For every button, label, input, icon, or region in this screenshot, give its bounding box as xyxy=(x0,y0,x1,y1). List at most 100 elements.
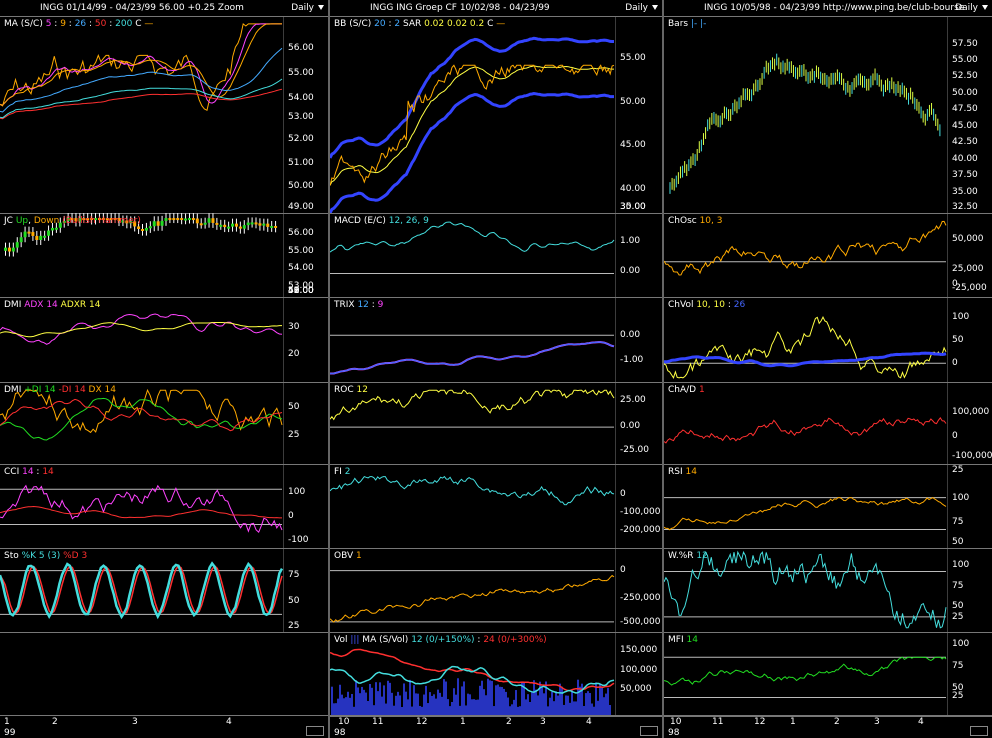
indicator-pane[interactable]: ChVol 10, 10 : 26 100 50 0 xyxy=(664,297,992,383)
indicator-line xyxy=(664,656,947,686)
candle-body xyxy=(223,224,227,228)
indicator-pane[interactable]: OBV 1 0 -250,000 -500,000 xyxy=(330,548,662,633)
indicator-pane[interactable]: BB (S/C) 20 : 2 SAR 0.02 0.02 0.2 C — 55.… xyxy=(330,16,662,214)
x-axis-tick: 1 xyxy=(460,717,466,727)
y-axis-tick: 0 xyxy=(952,358,958,368)
label-part: 0.2 xyxy=(469,19,485,29)
indicator-pane[interactable]: ChOsc 10, 3 50,000 25,000 0 -25,000 xyxy=(664,213,992,298)
indicator-pane[interactable]: MFI 14 100 75 50 25 xyxy=(664,632,992,717)
label-part: ||| xyxy=(350,635,360,645)
dropdown-arrow-icon[interactable] xyxy=(650,2,660,13)
indicator-pane[interactable]: RSI 14 100 75 50 25 xyxy=(664,464,992,549)
indicator-pane[interactable]: FI 2 0 -100,000 -200,000 xyxy=(330,464,662,549)
period-selector[interactable]: Daily xyxy=(291,3,314,13)
window-titlebar[interactable]: INGG ING Groep CF 10/02/98 - 04/23/99 Dai… xyxy=(330,0,662,17)
y-axis-tick: 100 xyxy=(952,639,970,649)
indicator-pane[interactable]: ChA/D 1 100,000 0 -100,000 xyxy=(664,382,992,465)
scroll-button[interactable] xyxy=(970,726,988,736)
indicator-line xyxy=(330,574,615,623)
candle-body xyxy=(215,222,219,225)
indicator-line xyxy=(664,417,947,444)
scroll-button[interactable] xyxy=(640,726,658,736)
label-part: FI xyxy=(334,467,345,477)
label-part: : xyxy=(33,467,43,477)
y-axis-tick: 48.00 xyxy=(288,286,314,296)
x-axis: 10 11 12 1 2 3 4 98 xyxy=(330,715,662,738)
x-axis-tick: 11 xyxy=(712,717,724,727)
y-axis-tick: 100 xyxy=(288,487,306,497)
indicator-pane[interactable]: DMI ADX 14 ADXR 14 30 20 xyxy=(0,297,328,383)
indicator-line xyxy=(664,497,947,531)
indicator-line xyxy=(330,341,615,375)
x-axis-year: 99 xyxy=(4,728,16,738)
dropdown-arrow-icon[interactable] xyxy=(316,2,326,13)
candle-body xyxy=(258,223,262,226)
indicator-pane[interactable]: Vol ||| MA (S/Vol) 12 (0/+150%) : 24 (0/… xyxy=(330,632,662,717)
window-divider xyxy=(328,0,330,738)
candle-body xyxy=(227,226,231,229)
indicator-label: RSI 14 xyxy=(668,467,697,477)
candle-body xyxy=(4,247,7,251)
indicator-plot xyxy=(0,16,284,213)
y-axis-tick: 52.00 xyxy=(288,134,314,144)
label-part: : xyxy=(474,635,484,645)
indicator-pane[interactable]: CCI 14 : 14 100 0 -100 xyxy=(0,464,328,549)
scroll-button[interactable] xyxy=(306,726,324,736)
indicator-pane[interactable]: MA (S/C) 5 : 9 : 26 : 50 : 200 C — 56.00 5… xyxy=(0,16,328,214)
candle-body xyxy=(50,227,54,231)
indicator-pane[interactable]: TRIX 12 : 9 0.00 -1.00 xyxy=(330,297,662,383)
period-selector[interactable]: Daily xyxy=(625,3,648,13)
dropdown-arrow-icon[interactable] xyxy=(980,2,990,13)
indicator-label: ChA/D 1 xyxy=(668,385,705,395)
x-axis-tick: 3 xyxy=(874,717,880,727)
x-axis-tick: 1 xyxy=(790,717,796,727)
indicator-label: ChVol 10, 10 : 26 xyxy=(668,300,745,310)
indicator-pane[interactable]: ROC 12 25.00 0.00 -25.00 xyxy=(330,382,662,465)
y-axis-tick: 50 xyxy=(952,683,964,693)
y-axis-tick: 55.00 xyxy=(952,55,978,65)
candle-body xyxy=(254,222,258,225)
indicator-label: MA (S/C) 5 : 9 : 26 : 50 : 200 C — xyxy=(4,19,153,29)
candle-body xyxy=(19,237,23,243)
indicator-pane[interactable]: MACD (E/C) 12, 26, 9 1.00 0.00 xyxy=(330,213,662,298)
y-axis-tick: 35.00 xyxy=(620,202,646,212)
label-part: RSI xyxy=(668,467,686,477)
indicator-pane[interactable]: W.%R 12 100 75 50 25 xyxy=(664,548,992,633)
indicator-plot xyxy=(664,464,948,548)
indicator-line xyxy=(0,505,282,519)
label-part: 14 xyxy=(685,467,697,477)
indicator-pane[interactable]: Sto %K 5 (3) %D 3 75 50 25 xyxy=(0,548,328,633)
label-part: 2 xyxy=(344,467,351,477)
candle-body xyxy=(137,226,141,229)
indicator-line xyxy=(664,351,947,368)
y-axis-tick: 0 xyxy=(288,511,294,521)
indicator-plot xyxy=(669,16,948,213)
period-selector[interactable]: Daily xyxy=(955,3,978,13)
indicator-plot xyxy=(330,382,616,464)
label-part: |- |- xyxy=(690,19,707,29)
indicator-pane[interactable]: Bars |- |- 57.50 55.00 52.50 50.00 47.50 45.00… xyxy=(664,16,992,214)
label-part: 14 xyxy=(42,467,54,477)
indicator-plot xyxy=(330,16,616,213)
label-part: : xyxy=(86,19,95,29)
indicator-pane[interactable]: JC Up, Down (Bullish Hammer) 56.00 55.00 54… xyxy=(0,213,328,298)
label-part: : xyxy=(106,19,116,29)
y-axis-tick: -25.00 xyxy=(620,445,650,455)
indicator-pane[interactable]: DMI +DI 14 -DI 14 DX 14 50 25 xyxy=(0,382,328,465)
y-axis-tick: 50 xyxy=(952,335,964,345)
candle-body xyxy=(54,227,58,230)
y-axis-tick: -500,000 xyxy=(620,617,661,627)
indicator-plot xyxy=(664,632,948,716)
window-titlebar[interactable]: INGG 10/05/98 - 04/23/99 http://www.ping… xyxy=(664,0,992,17)
label-part: DMI xyxy=(4,300,25,310)
y-axis-tick: 25 xyxy=(952,612,964,622)
candle-body xyxy=(133,221,137,227)
label-part: ChOsc xyxy=(668,216,700,226)
label-part: BB (S/C) xyxy=(334,19,375,29)
y-axis-tick: 25 xyxy=(952,465,964,475)
label-part: DX 14 xyxy=(85,385,116,395)
y-axis-tick: 32.50 xyxy=(952,202,978,212)
indicator-line xyxy=(664,220,947,276)
window-titlebar[interactable]: INGG 01/14/99 - 04/23/99 56.00 +0.25 Zoo… xyxy=(0,0,328,17)
x-axis-tick: 10 xyxy=(670,717,682,727)
